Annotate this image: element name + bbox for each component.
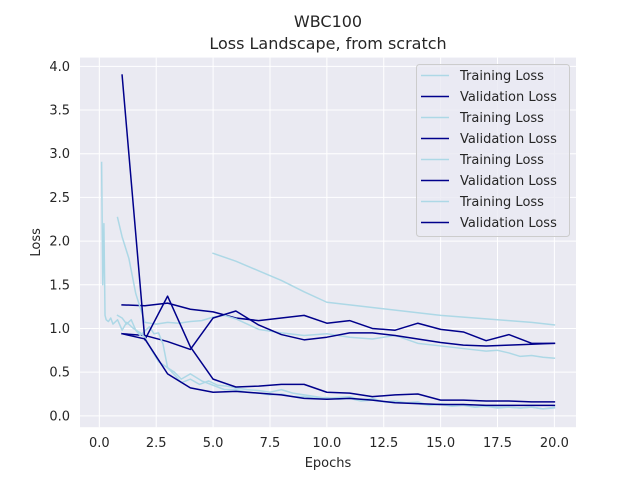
chart-subtitle: Loss Landscape, from scratch: [209, 34, 446, 53]
y-tick-label: 0.0: [49, 409, 70, 424]
x-tick-label: 10.0: [312, 436, 341, 451]
x-tick-label: 2.5: [146, 436, 167, 451]
y-tick-label: 4.0: [49, 60, 70, 75]
legend-box: [416, 64, 570, 237]
legend-label: Training Loss: [459, 111, 544, 126]
legend-label: Training Loss: [459, 195, 544, 210]
y-tick-label: 0.5: [49, 366, 70, 381]
series-line-training-1: [212, 252, 556, 326]
legend-label: Training Loss: [459, 153, 544, 168]
legend-label: Validation Loss: [460, 90, 557, 105]
y-tick-label: 3.5: [49, 104, 70, 119]
x-tick-label: 17.5: [483, 436, 512, 451]
series-line-validation-8: [121, 332, 556, 407]
x-tick-label: 20.0: [540, 436, 569, 451]
y-tick-label: 2.5: [49, 191, 70, 206]
chart-title: WBC100: [294, 12, 362, 31]
legend: Training Loss Validation Loss Training Los…: [416, 64, 570, 237]
x-tick-label: 12.5: [369, 436, 398, 451]
legend-label: Validation Loss: [460, 216, 557, 231]
y-axis-ticks: 0.0 0.5 1.0 1.5 2.0 2.5 3.0 3.5 4.0: [49, 60, 70, 425]
x-tick-label: 5.0: [203, 436, 224, 451]
x-tick-label: 0.0: [89, 436, 110, 451]
y-tick-label: 3.0: [49, 147, 70, 162]
y-tick-label: 1.5: [49, 278, 70, 293]
series-line-validation-4: [121, 310, 556, 351]
legend-label: Validation Loss: [460, 132, 557, 147]
x-axis-ticks: 0.0 2.5 5.0 7.5 10.0 12.5 15.0 17.5 20.0: [89, 436, 569, 451]
series-line-validation-6: [121, 74, 556, 403]
x-axis-label: Epochs: [305, 456, 352, 471]
x-tick-label: 15.0: [426, 436, 455, 451]
legend-label: Validation Loss: [460, 174, 557, 189]
series-lines: [100, 74, 556, 410]
legend-label: Training Loss: [459, 69, 544, 84]
series-line-validation-2: [121, 302, 556, 345]
y-tick-label: 2.0: [49, 235, 70, 250]
y-tick-label: 1.0: [49, 322, 70, 337]
y-axis-label: Loss: [29, 228, 44, 257]
x-tick-label: 7.5: [260, 436, 281, 451]
